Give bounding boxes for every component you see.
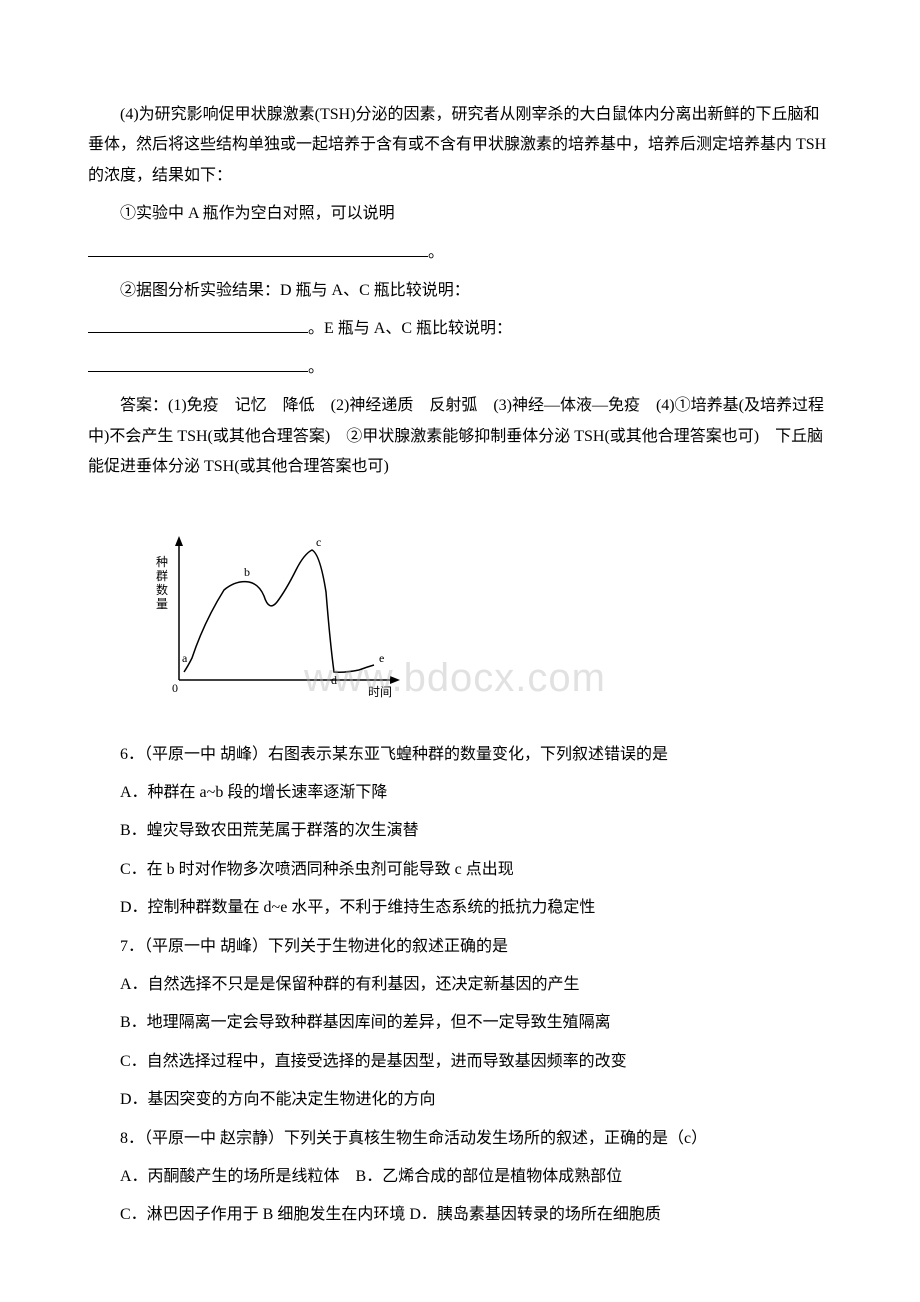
y-label-0: 种 bbox=[156, 555, 168, 569]
point-a-label: a bbox=[182, 651, 188, 665]
question-8-stem: 8．（平原一中 赵宗静）下列关于真核生物生命活动发生场所的叙述，正确的是（c） bbox=[88, 1124, 832, 1154]
blank-line bbox=[88, 356, 308, 372]
point-e-label: e bbox=[379, 651, 384, 665]
question-4-stem: (4)为研究影响促甲状腺激素(TSH)分泌的因素，研究者从刚宰杀的大白鼠体内分离… bbox=[88, 100, 832, 191]
point-d-label: d bbox=[331, 673, 337, 687]
population-chart: 0 种 群 数 量 时间 a b c d e www.bdocx.com bbox=[144, 532, 832, 723]
y-axis-arrow bbox=[175, 536, 183, 546]
period: 。 bbox=[308, 359, 324, 376]
y-label-2: 数 bbox=[156, 582, 168, 597]
question-4-sub1-blank: 。 bbox=[88, 238, 832, 268]
chart-svg: 0 种 群 数 量 时间 a b c d e bbox=[144, 532, 424, 712]
origin-label: 0 bbox=[172, 681, 178, 695]
question-4-sub2-line1: ②据图分析实验结果：D 瓶与 A、C 瓶比较说明： bbox=[88, 276, 832, 306]
question-6-stem: 6．（平原一中 胡峰）右图表示某东亚飞蝗种群的数量变化，下列叙述错误的是 bbox=[88, 740, 832, 770]
question-6-option-c: C．在 b 时对作物多次喷洒同种杀虫剂可能导致 c 点出现 bbox=[88, 855, 832, 885]
point-b-label: b bbox=[244, 565, 250, 579]
q4-sub1-text: ①实验中 A 瓶作为空白对照，可以说明 bbox=[120, 205, 395, 222]
x-label: 时间 bbox=[368, 685, 392, 699]
blank-line bbox=[88, 241, 428, 257]
answer-block: 答案：(1)免疫 记忆 降低 (2)神经递质 反射弧 (3)神经—体液—免疫 (… bbox=[88, 391, 832, 482]
question-6-option-b: B．蝗灾导致农田荒芜属于群落的次生演替 bbox=[88, 816, 832, 846]
question-7-option-c: C．自然选择过程中，直接受选择的是基因型，进而导致基因频率的改变 bbox=[88, 1047, 832, 1077]
y-label-1: 群 bbox=[156, 569, 168, 583]
curve-path bbox=[184, 550, 374, 672]
question-7-option-a: A．自然选择不只是是保留种群的有利基因，还决定新基因的产生 bbox=[88, 970, 832, 1000]
q4-sub2-part1: ②据图分析实验结果：D 瓶与 A、C 瓶比较说明： bbox=[120, 282, 470, 299]
question-6-option-a: A．种群在 a~b 段的增长速率逐渐下降 bbox=[88, 778, 832, 808]
question-4-sub1: ①实验中 A 瓶作为空白对照，可以说明 bbox=[88, 199, 832, 229]
point-c-label: c bbox=[316, 535, 321, 549]
q4-sub2-part2: 。E 瓶与 A、C 瓶比较说明： bbox=[308, 320, 512, 337]
question-8-option-ab: A．丙酮酸产生的场所是线粒体 B．乙烯合成的部位是植物体成熟部位 bbox=[88, 1162, 832, 1192]
question-4-sub2-line3: 。 bbox=[88, 353, 832, 383]
y-label-3: 量 bbox=[156, 597, 168, 611]
question-7-stem: 7．（平原一中 胡峰）下列关于生物进化的叙述正确的是 bbox=[88, 932, 832, 962]
question-6-option-d: D．控制种群数量在 d~e 水平，不利于维持生态系统的抵抗力稳定性 bbox=[88, 893, 832, 923]
question-4-sub2-line2: 。E 瓶与 A、C 瓶比较说明： bbox=[88, 314, 832, 344]
question-7-option-d: D．基因突变的方向不能决定生物进化的方向 bbox=[88, 1085, 832, 1115]
question-7-option-b: B．地理隔离一定会导致种群基因库间的差异，但不一定导致生殖隔离 bbox=[88, 1008, 832, 1038]
x-axis-arrow bbox=[390, 676, 400, 684]
period: 。 bbox=[428, 244, 444, 261]
question-8-option-cd: C．淋巴因子作用于 B 细胞发生在内环境 D．胰岛素基因转录的场所在细胞质 bbox=[88, 1200, 832, 1230]
blank-line bbox=[88, 317, 308, 333]
